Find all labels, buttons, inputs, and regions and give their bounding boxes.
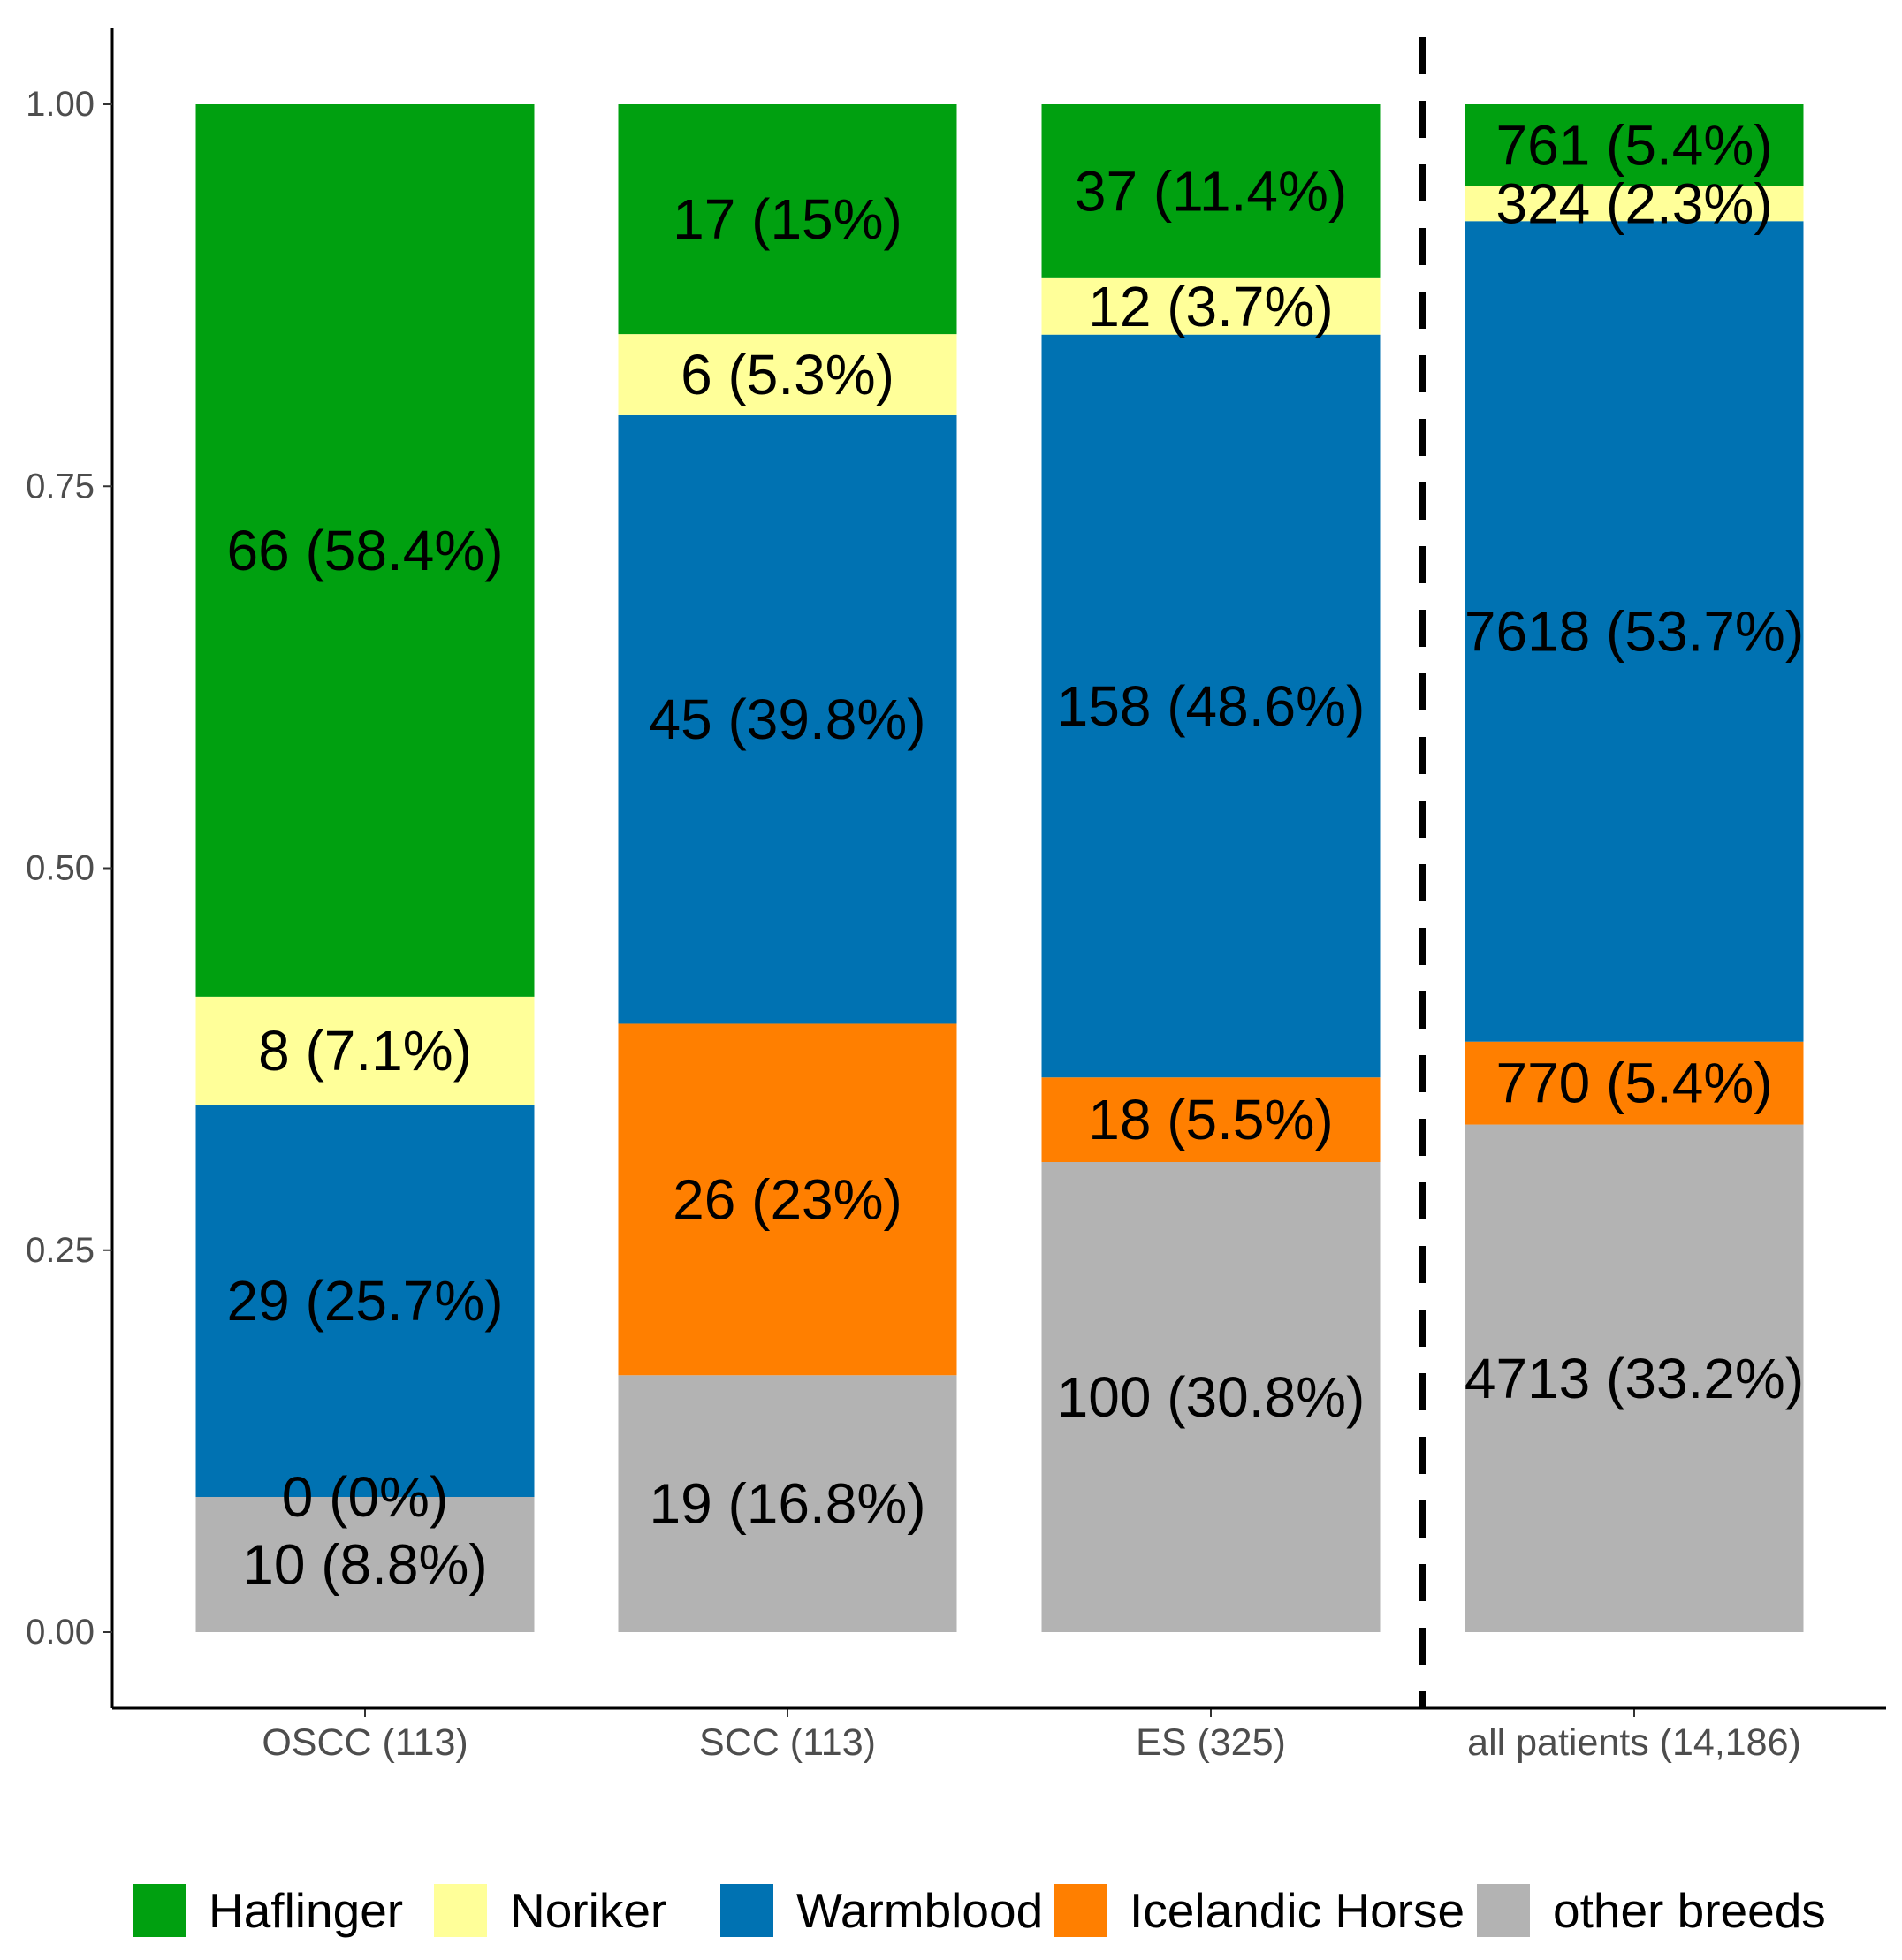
segment-label-warmblood-1: 45 (39.8%) bbox=[649, 688, 925, 751]
legend-swatch-other-breeds bbox=[1477, 1884, 1530, 1937]
legend-item-noriker: Noriker bbox=[434, 1883, 666, 1938]
legend-label-icelandic-horse: Icelandic Horse bbox=[1130, 1883, 1465, 1938]
bar-segment-icelandic-horse-1 bbox=[618, 1023, 957, 1376]
segment-label-icelandic-horse-1: 26 (23%) bbox=[673, 1167, 902, 1231]
bar-segment-icelandic-horse-3 bbox=[1465, 1041, 1804, 1125]
legend-label-haflinger: Haflinger bbox=[209, 1883, 403, 1938]
legend-swatch-haflinger bbox=[133, 1884, 186, 1937]
segment-label-warmblood-2: 158 (48.6%) bbox=[1057, 674, 1366, 738]
x-tick-label-3: all patients (14,186) bbox=[1467, 1721, 1801, 1764]
y-tick-label-1: 0.25 bbox=[26, 1231, 95, 1270]
segment-label-warmblood-0: 29 (25.7%) bbox=[226, 1269, 503, 1333]
segment-label-haflinger-0: 66 (58.4%) bbox=[226, 519, 503, 582]
legend-item-icelandic-horse: Icelandic Horse bbox=[1054, 1883, 1465, 1938]
legend-label-warmblood: Warmblood bbox=[796, 1883, 1043, 1938]
legend: Haflinger Noriker Warmblood Icelandic Horse… bbox=[133, 1883, 1826, 1938]
segment-label-icelandic-horse-0: 0 (0%) bbox=[282, 1465, 449, 1529]
bar-segment-warmblood-0 bbox=[195, 1105, 535, 1497]
x-tick-label-2: ES (325) bbox=[1136, 1721, 1286, 1764]
y-tick-label-2: 0.50 bbox=[26, 849, 95, 888]
segment-label-other-breeds-2: 100 (30.8%) bbox=[1057, 1365, 1366, 1429]
segment-label-haflinger-3: 761 (5.4%) bbox=[1495, 113, 1772, 177]
segment-label-haflinger-1: 17 (15%) bbox=[673, 187, 902, 251]
segment-label-other-breeds-3: 4713 (33.2%) bbox=[1465, 1347, 1804, 1410]
axes-layer: OSCC (113) SCC (113) ES (325) all patients … bbox=[26, 28, 1886, 1764]
segment-label-noriker-1: 6 (5.3%) bbox=[681, 343, 894, 406]
x-tick-label-0: OSCC (113) bbox=[262, 1721, 468, 1764]
bar-segment-warmblood-3 bbox=[1465, 221, 1804, 1042]
bar-segment-noriker-3 bbox=[1465, 186, 1804, 222]
segment-labels-layer: 10 (8.8%)0 (0%) 29 (25.7%) 8 (7.1%) 66 (58.… bbox=[226, 113, 1804, 1596]
bar-segment-other-breeds-0 bbox=[195, 1496, 535, 1632]
bar-segment-haflinger-2 bbox=[1041, 104, 1381, 278]
legend-item-haflinger: Haflinger bbox=[133, 1883, 403, 1938]
segment-label-icelandic-horse-2: 18 (5.5%) bbox=[1088, 1088, 1333, 1151]
bar-segment-other-breeds-2 bbox=[1041, 1162, 1381, 1632]
bar-segment-warmblood-1 bbox=[618, 414, 957, 1024]
y-tick-label-0: 0.00 bbox=[26, 1613, 95, 1652]
bars-layer bbox=[195, 104, 1804, 1632]
legend-swatch-noriker bbox=[434, 1884, 487, 1937]
bar-segment-other-breeds-1 bbox=[618, 1375, 957, 1632]
y-tick-label-4: 1.00 bbox=[26, 85, 95, 124]
bar-segment-warmblood-2 bbox=[1041, 334, 1381, 1078]
y-tick-label-3: 0.75 bbox=[26, 467, 95, 505]
bar-segment-noriker-0 bbox=[195, 996, 535, 1105]
bar-segment-haflinger-1 bbox=[618, 104, 957, 335]
bar-segment-noriker-1 bbox=[618, 334, 957, 415]
legend-label-noriker: Noriker bbox=[510, 1883, 666, 1938]
segment-label-other-breeds-0: 10 (8.8%) bbox=[242, 1532, 487, 1596]
segment-label-haflinger-2: 37 (11.4%) bbox=[1075, 159, 1347, 223]
segment-label-other-breeds-1: 19 (16.8%) bbox=[649, 1472, 925, 1536]
legend-label-other-breeds: other breeds bbox=[1553, 1883, 1826, 1938]
bar-segment-other-breeds-3 bbox=[1465, 1124, 1804, 1632]
segment-label-warmblood-3: 7618 (53.7%) bbox=[1465, 599, 1804, 663]
legend-item-other-breeds: other breeds bbox=[1477, 1883, 1826, 1938]
segment-label-noriker-3: 324 (2.3%) bbox=[1495, 171, 1772, 235]
bar-segment-icelandic-horse-2 bbox=[1041, 1077, 1381, 1162]
bar-segment-noriker-2 bbox=[1041, 277, 1381, 335]
legend-swatch-icelandic-horse bbox=[1054, 1884, 1107, 1937]
segment-label-noriker-0: 8 (7.1%) bbox=[258, 1019, 472, 1083]
bar-segment-haflinger-0 bbox=[195, 104, 535, 997]
legend-swatch-warmblood bbox=[720, 1884, 773, 1937]
bar-segment-haflinger-3 bbox=[1465, 104, 1804, 186]
segment-label-icelandic-horse-3: 770 (5.4%) bbox=[1495, 1052, 1772, 1115]
x-tick-label-1: SCC (113) bbox=[699, 1721, 876, 1764]
legend-item-warmblood: Warmblood bbox=[720, 1883, 1043, 1938]
segment-label-noriker-2: 12 (3.7%) bbox=[1088, 275, 1333, 338]
